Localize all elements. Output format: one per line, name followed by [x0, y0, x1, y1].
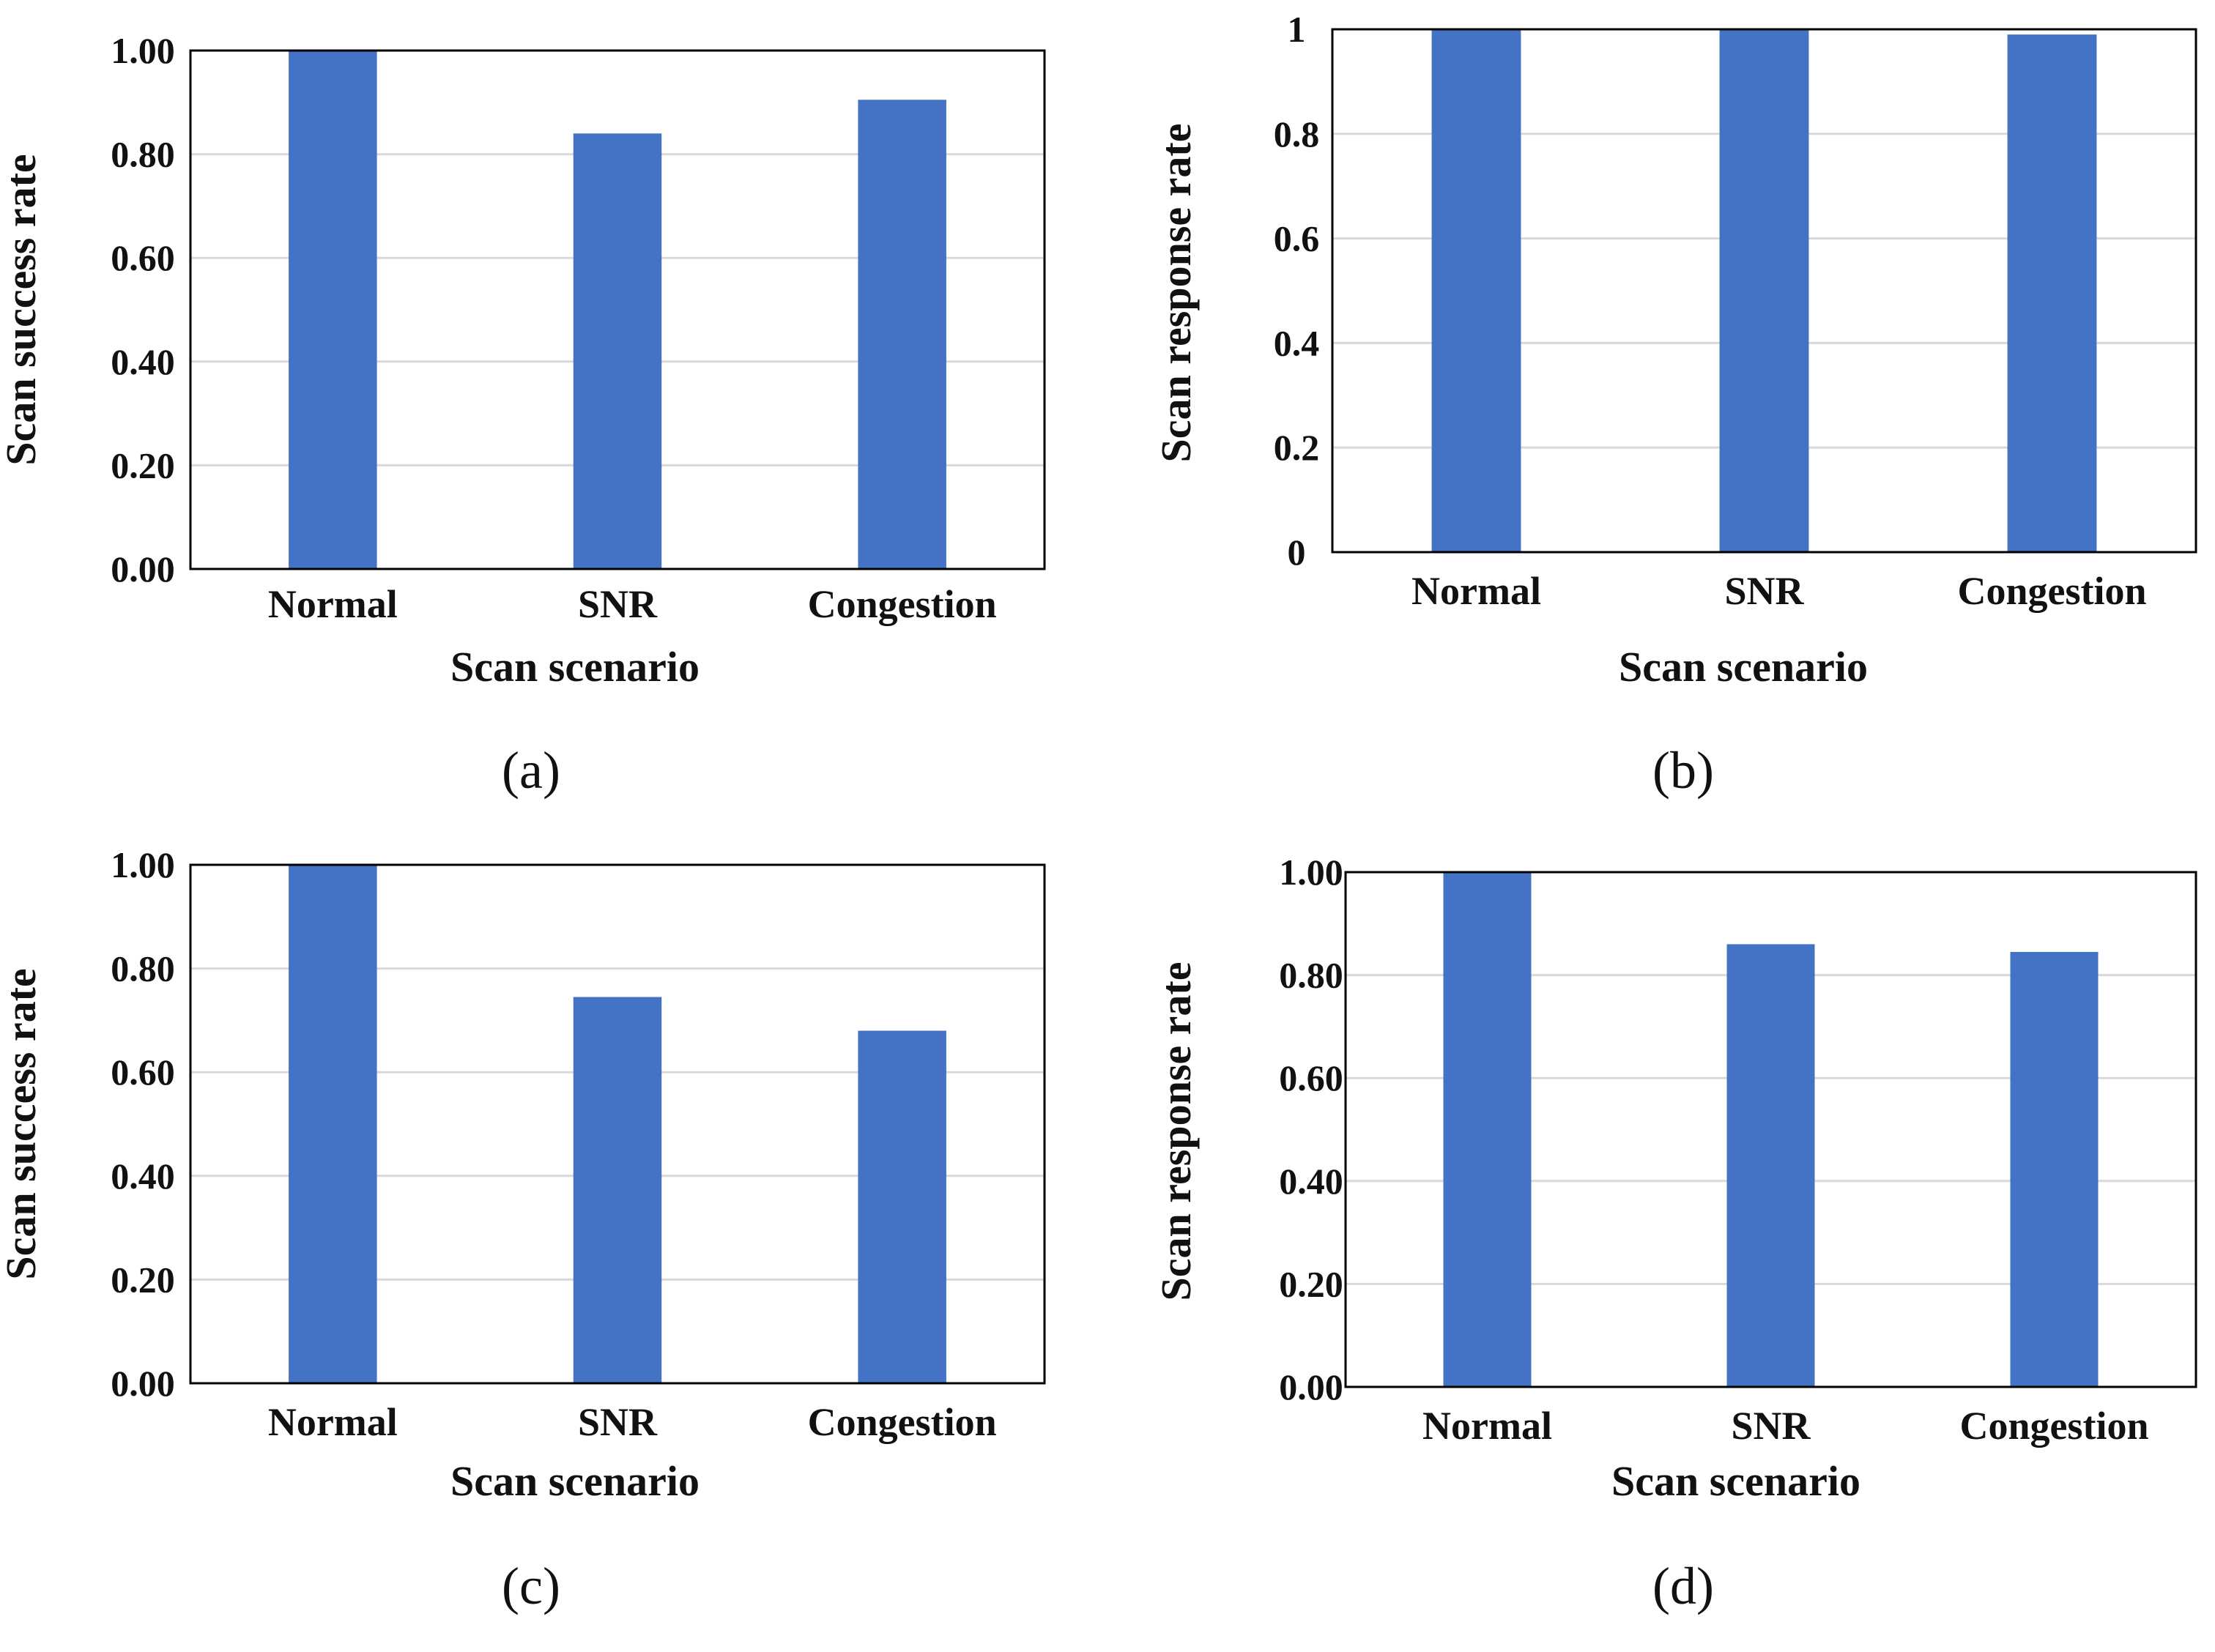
y-tick-label: 0.4: [1274, 322, 1320, 363]
y-tick-label: 0.80: [111, 134, 175, 175]
y-tick-label: 0.2: [1274, 427, 1320, 468]
y-tick-label: 0.80: [111, 948, 175, 989]
bar-congestion: [858, 100, 946, 569]
bar-snr: [573, 133, 662, 569]
x-tick-label: Normal: [1411, 569, 1541, 613]
panel-label: (a): [502, 741, 560, 800]
y-tick-label: 1.00: [111, 844, 175, 885]
y-tick-label: 0.8: [1274, 114, 1320, 155]
y-axis-title: Scan response rate: [1152, 124, 1200, 463]
y-tick-label: 1.00: [1279, 852, 1343, 893]
bar-normal: [1431, 29, 1521, 552]
bar-congestion: [2007, 34, 2097, 552]
chart-panel-2: 0 0.2 0.4 0.6 0.8 1 Normal SNR Congestion Scan sc…: [1152, 9, 2197, 800]
bar-congestion: [2010, 951, 2099, 1387]
bar-snr: [1719, 29, 1809, 552]
y-tick-label: 0.40: [111, 1156, 175, 1197]
bar-congestion: [858, 1030, 946, 1383]
bar-normal: [289, 51, 377, 569]
plot-frame: [1331, 28, 2197, 554]
y-tick-label: 0.60: [111, 237, 175, 278]
y-tick-label: 0.20: [1279, 1263, 1343, 1304]
y-tick-label: 0.80: [1279, 955, 1343, 996]
y-tick-label: 1.00: [111, 30, 175, 71]
bar-normal: [1443, 872, 1532, 1387]
x-tick-label: Congestion: [808, 1400, 997, 1444]
x-tick-label: Normal: [268, 582, 398, 626]
plot-frame: [189, 863, 1046, 1385]
x-tick-label: Congestion: [1957, 569, 2146, 613]
chart-panel-1: 0.00 0.20 0.40 0.60 0.80 1.00 Normal SNR Congest…: [0, 30, 1046, 800]
y-axis-title: Scan success rate: [0, 968, 45, 1279]
chart-panel-4: 0.00 0.20 0.40 0.60 0.80 1.00 Normal SNR Congest…: [1152, 852, 2197, 1615]
x-tick-label: Normal: [1422, 1404, 1552, 1448]
y-tick-label: 0.6: [1274, 218, 1320, 259]
bar-normal: [289, 865, 377, 1383]
panel-label: (c): [502, 1557, 560, 1615]
bar-snr: [1726, 944, 1815, 1387]
y-axis-title: Scan response rate: [1152, 962, 1200, 1301]
x-tick-label: Normal: [268, 1400, 398, 1444]
x-tick-label: Congestion: [808, 582, 997, 626]
x-axis-title: Scan scenario: [1619, 643, 1868, 691]
y-tick-label: 0.40: [111, 341, 175, 382]
x-tick-label: SNR: [578, 1400, 658, 1444]
y-tick-label: 0.40: [1279, 1161, 1343, 1202]
chart-panel-3: 0.00 0.20 0.40 0.60 0.80 1.00 Normal SNR Congest…: [0, 844, 1046, 1615]
x-tick-label: Congestion: [1959, 1404, 2148, 1448]
y-tick-label: 0.60: [1279, 1057, 1343, 1098]
panel-label: (d): [1652, 1557, 1714, 1615]
y-tick-label: 1: [1288, 9, 1306, 50]
x-tick-label: SNR: [578, 582, 658, 626]
y-tick-label: 0.00: [111, 548, 175, 589]
x-axis-title: Scan scenario: [1611, 1457, 1860, 1505]
x-axis-title: Scan scenario: [450, 643, 700, 691]
y-tick-label: 0.00: [1279, 1366, 1343, 1407]
y-tick-label: 0: [1288, 532, 1306, 573]
x-tick-label: SNR: [1731, 1404, 1811, 1448]
y-tick-label: 0.20: [111, 444, 175, 485]
x-axis-title: Scan scenario: [450, 1457, 700, 1505]
y-tick-label: 0.00: [111, 1363, 175, 1404]
x-tick-label: SNR: [1724, 569, 1804, 613]
panel-label: (b): [1652, 741, 1714, 800]
bar-snr: [573, 997, 662, 1383]
y-tick-label: 0.60: [111, 1052, 175, 1093]
y-tick-label: 0.20: [111, 1259, 175, 1300]
plot-frame: [189, 49, 1046, 570]
y-axis-title: Scan success rate: [0, 154, 45, 465]
plot-frame: [1344, 871, 2197, 1388]
